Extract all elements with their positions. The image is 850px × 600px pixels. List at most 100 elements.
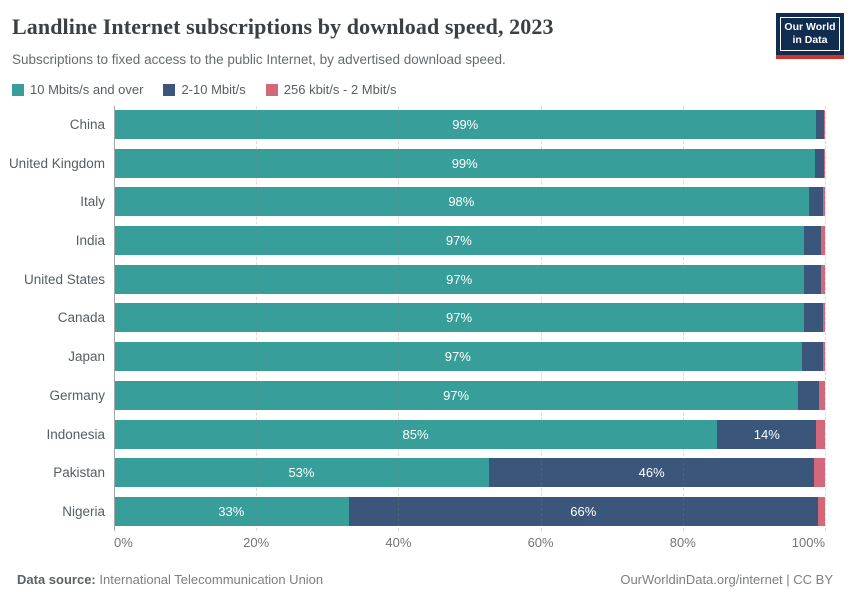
bar-segment[interactable]: 99% bbox=[114, 148, 816, 178]
bar-value-label: 97% bbox=[445, 233, 472, 249]
bar-segment[interactable] bbox=[823, 303, 825, 333]
license-link[interactable]: OurWorldinData.org/internet | CC BY bbox=[620, 572, 833, 587]
x-tick-label: 20% bbox=[243, 534, 270, 550]
bar-segment[interactable] bbox=[808, 187, 823, 217]
bar-segment[interactable]: 53% bbox=[114, 458, 489, 488]
country-label: Germany bbox=[49, 387, 105, 403]
x-tick-label: 0% bbox=[114, 534, 133, 550]
bar-segment[interactable]: 66% bbox=[348, 496, 818, 526]
data-source-value: International Telecommunication Union bbox=[95, 572, 324, 587]
bar-segment[interactable] bbox=[814, 458, 825, 488]
bar-segment[interactable]: 97% bbox=[114, 380, 799, 410]
data-source-note: Data source: International Telecommunica… bbox=[17, 572, 323, 587]
legend: 10 Mbits/s and over 2-10 Mbit/s 256 kbit/s… bbox=[12, 82, 850, 97]
bar-segment[interactable] bbox=[803, 226, 821, 256]
bar-segment[interactable]: 97% bbox=[114, 264, 805, 294]
country-label: India bbox=[75, 233, 105, 249]
country-label: China bbox=[69, 117, 105, 132]
country-label: Japan bbox=[68, 349, 105, 365]
bar-row-indonesia: Indonesia 85% 14% bbox=[0, 419, 850, 449]
country-label: Italy bbox=[80, 194, 105, 210]
bar-value-label: 14% bbox=[753, 426, 780, 442]
owid-logo-text: Our World in Data bbox=[780, 17, 840, 52]
stacked-bar: 99% bbox=[114, 148, 825, 178]
bar-segment[interactable] bbox=[816, 419, 825, 449]
bar-row-canada: Canada 97% bbox=[0, 303, 850, 333]
bar-segment[interactable] bbox=[820, 264, 825, 294]
bar-segment[interactable] bbox=[819, 380, 825, 410]
bar-row-italy: Italy 98% bbox=[0, 187, 850, 217]
bar-row-nigeria: Nigeria 33% 66% bbox=[0, 496, 850, 526]
bar-value-label: 85% bbox=[402, 426, 429, 442]
stacked-bar: 97% bbox=[114, 342, 825, 372]
legend-label: 10 Mbits/s and over bbox=[30, 82, 144, 97]
bar-value-label: 99% bbox=[451, 155, 478, 171]
legend-item-1[interactable]: 2-10 Mbit/s bbox=[163, 82, 246, 97]
stacked-bar: 98% bbox=[114, 187, 825, 217]
x-tick-label: 100% bbox=[791, 534, 825, 550]
bar-segment[interactable] bbox=[822, 342, 825, 372]
bars-area: China 99% United Kingdom 99% Italy 98% India 97… bbox=[0, 106, 850, 531]
stacked-bar: 97% bbox=[114, 380, 825, 410]
bar-value-label: 66% bbox=[570, 503, 597, 519]
bar-value-label: 97% bbox=[446, 271, 473, 287]
owid-logo-line2: in Data bbox=[792, 33, 828, 46]
legend-label: 256 kbit/s - 2 Mbit/s bbox=[283, 82, 397, 97]
owid-logo[interactable]: Our World in Data bbox=[776, 13, 844, 60]
country-label: United Kingdom bbox=[8, 155, 105, 171]
bar-segment[interactable] bbox=[823, 110, 825, 139]
x-tick-label: 80% bbox=[669, 534, 696, 550]
bar-value-label: 53% bbox=[288, 465, 315, 481]
footer: Data source: International Telecommunica… bbox=[17, 572, 833, 587]
bar-row-pakistan: Pakistan 53% 46% bbox=[0, 458, 850, 488]
bar-segment[interactable]: 14% bbox=[717, 419, 817, 449]
bar-row-china: China 99% bbox=[0, 110, 850, 139]
stacked-bar: 97% bbox=[114, 303, 825, 333]
bar-segment[interactable]: 97% bbox=[114, 226, 804, 256]
chart-plot-area: China 99% United Kingdom 99% Italy 98% India 97… bbox=[0, 106, 850, 551]
bar-segment[interactable]: 97% bbox=[114, 303, 804, 333]
country-label: Indonesia bbox=[46, 426, 105, 442]
bar-value-label: 97% bbox=[444, 349, 471, 365]
bar-segment[interactable] bbox=[801, 342, 823, 372]
bar-segment[interactable] bbox=[820, 226, 825, 256]
bar-segment[interactable] bbox=[822, 187, 825, 217]
bar-row-japan: Japan 97% bbox=[0, 342, 850, 372]
data-source-label: Data source: bbox=[17, 572, 96, 587]
legend-label: 2-10 Mbit/s bbox=[181, 82, 246, 97]
bar-segment[interactable]: 99% bbox=[114, 110, 817, 139]
country-label: Canada bbox=[57, 310, 105, 326]
bar-segment[interactable] bbox=[817, 496, 825, 526]
stacked-bar: 97% bbox=[114, 264, 825, 294]
bar-segment[interactable]: 98% bbox=[114, 187, 809, 217]
bar-row-india: India 97% bbox=[0, 226, 850, 256]
bar-segment[interactable]: 46% bbox=[488, 458, 815, 488]
legend-swatch bbox=[163, 83, 176, 96]
bar-row-germany: Germany 97% bbox=[0, 380, 850, 410]
country-label: Nigeria bbox=[62, 503, 105, 519]
legend-item-0[interactable]: 10 Mbits/s and over bbox=[12, 82, 143, 97]
bar-segment[interactable] bbox=[804, 303, 824, 333]
bar-value-label: 97% bbox=[443, 387, 470, 403]
bar-value-label: 33% bbox=[218, 503, 245, 519]
stacked-bar: 99% bbox=[114, 110, 825, 139]
x-tick-label: 40% bbox=[385, 534, 412, 550]
country-label: United States bbox=[23, 271, 105, 287]
legend-item-2[interactable]: 256 kbit/s - 2 Mbit/s bbox=[265, 82, 397, 97]
bar-segment[interactable] bbox=[798, 380, 820, 410]
bar-segment[interactable] bbox=[815, 148, 824, 178]
bar-segment[interactable]: 85% bbox=[114, 419, 718, 449]
bar-segment[interactable] bbox=[804, 264, 821, 294]
header: Landline Internet subscriptions by downl… bbox=[0, 0, 850, 67]
legend-swatch bbox=[12, 83, 24, 96]
stacked-bar: 33% 66% bbox=[114, 496, 825, 526]
bar-segment[interactable] bbox=[823, 148, 825, 178]
owid-logo-box: Our World in Data bbox=[776, 13, 844, 56]
bar-segment[interactable]: 97% bbox=[114, 342, 802, 372]
bar-segment[interactable]: 33% bbox=[114, 496, 349, 526]
bar-value-label: 97% bbox=[445, 310, 473, 326]
stacked-bar: 85% 14% bbox=[114, 419, 825, 449]
bar-segment[interactable] bbox=[816, 110, 824, 139]
chart-subtitle: Subscriptions to fixed access to the pub… bbox=[12, 52, 506, 67]
